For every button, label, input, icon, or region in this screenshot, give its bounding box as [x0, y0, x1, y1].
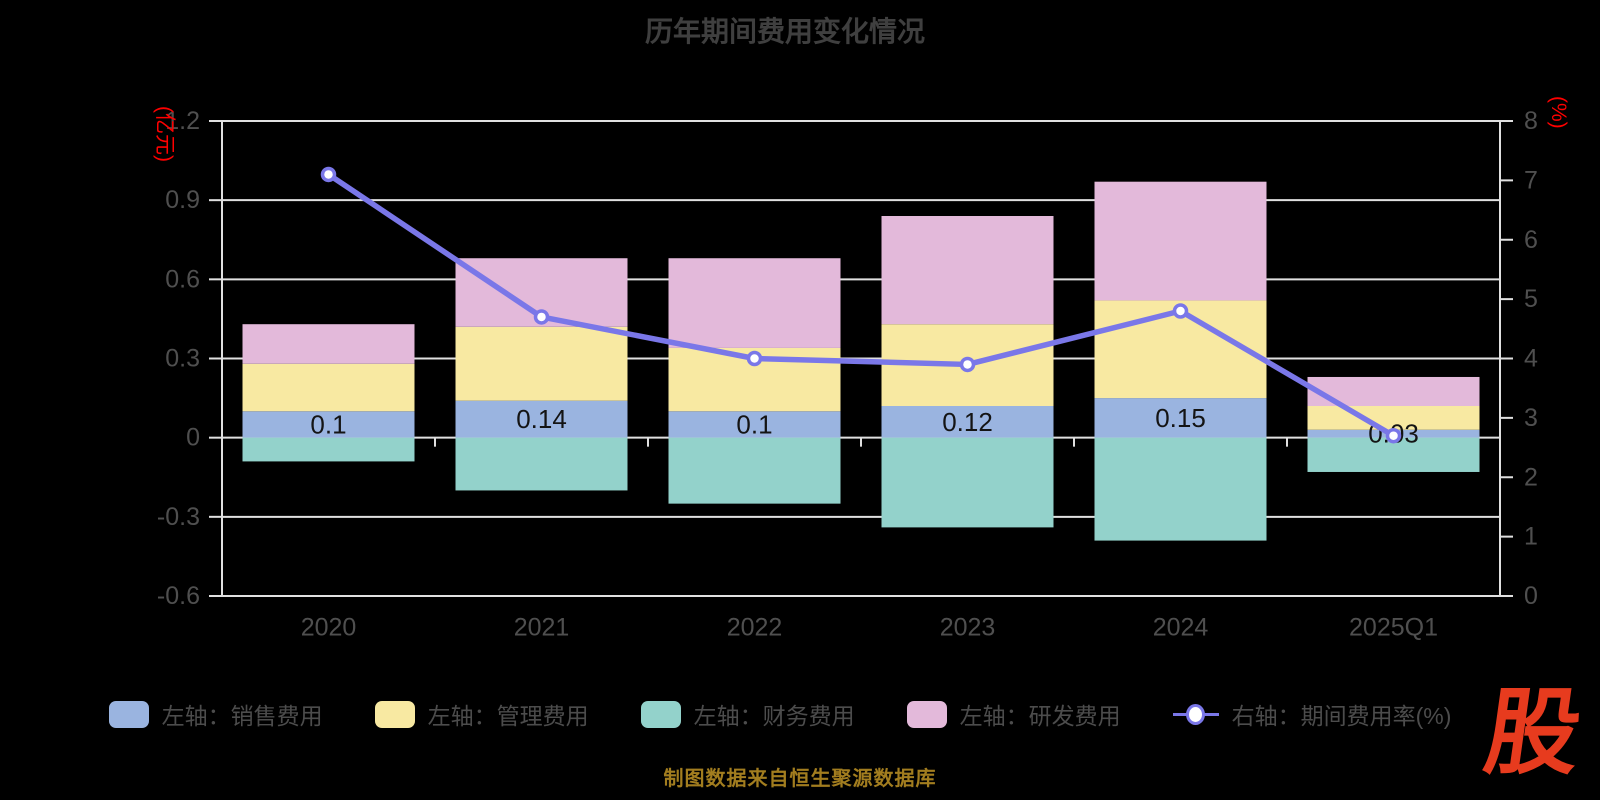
- left-axis-tick-label: 0.9: [165, 186, 200, 214]
- legend-label: 左轴：财务费用: [693, 703, 855, 729]
- finance-expense-swatch-icon: [640, 700, 681, 728]
- bar-value-label: 0.1: [310, 409, 346, 439]
- legend-item-finance-expense[interactable]: 左轴：财务费用: [640, 697, 855, 731]
- right-axis-tick-label: 5: [1524, 285, 1538, 313]
- left-axis-tick-label: -0.3: [157, 503, 200, 531]
- bar-segment[interactable]: [242, 324, 415, 364]
- bar-segment[interactable]: [1094, 398, 1267, 438]
- legend-label: 左轴：管理费用: [427, 703, 589, 729]
- left-axis-tick-label: 0.6: [165, 265, 200, 293]
- bar-segment[interactable]: [668, 437, 841, 504]
- bar-segment[interactable]: [455, 437, 628, 491]
- left-axis-tick-label: 0.3: [165, 345, 200, 373]
- bar-segment[interactable]: [668, 411, 841, 438]
- left-axis-unit-label: (亿元): [153, 106, 176, 162]
- line-point-marker[interactable]: [320, 166, 337, 183]
- right-axis-unit-label: (%): [1547, 96, 1570, 129]
- bar-value-label: 0.1: [736, 409, 772, 439]
- x-axis-label: 2021: [514, 614, 570, 642]
- legend-item-sales-expense[interactable]: 左轴：销售费用: [108, 697, 323, 731]
- data-source-note: 制图数据来自恒生聚源数据库: [663, 768, 937, 790]
- legend-label: 左轴：销售费用: [161, 703, 323, 729]
- bar-value-label: 0.12: [942, 407, 993, 437]
- legend: 左轴：销售费用 左轴：管理费用 左轴：财务费用 左轴：研发费用 右轴：期间费用率…: [0, 697, 1560, 731]
- stock-app-logo: 股: [1478, 680, 1588, 785]
- admin-expense-swatch-icon: [374, 700, 415, 728]
- expense-ratio-line-marker-icon: [1172, 701, 1219, 728]
- bar-segment[interactable]: [881, 406, 1054, 438]
- bar-value-label: 0.14: [516, 404, 567, 434]
- x-axis-label: 2022: [727, 614, 783, 642]
- bar-segment[interactable]: [242, 363, 415, 412]
- bar-segment[interactable]: [242, 437, 415, 462]
- legend-label: 左轴：研发费用: [959, 703, 1121, 729]
- x-axis-label: 2024: [1153, 614, 1209, 642]
- legend-label: 右轴：期间费用率(%): [1231, 703, 1452, 729]
- left-axis-tick-label: -0.6: [157, 582, 200, 610]
- x-axis-label: 2023: [940, 614, 996, 642]
- legend-item-admin-expense[interactable]: 左轴：管理费用: [374, 697, 589, 731]
- bar-segment[interactable]: [242, 411, 415, 438]
- left-axis-tick-label: 1.2: [165, 107, 200, 135]
- x-axis-label: 2020: [301, 614, 357, 642]
- line-point-marker[interactable]: [959, 356, 976, 373]
- bar-segment[interactable]: [1094, 437, 1267, 541]
- right-axis-tick-label: 2: [1524, 463, 1538, 491]
- left-axis-tick-label: 0: [186, 424, 200, 452]
- chart-title: 历年期间费用变化情况: [644, 16, 925, 47]
- line-point-marker[interactable]: [533, 309, 550, 325]
- bar-value-label: 0.15: [1155, 403, 1206, 433]
- rd-expense-swatch-icon: [906, 700, 947, 728]
- right-axis-tick-label: 0: [1524, 582, 1538, 610]
- legend-item-expense-ratio[interactable]: 右轴：期间费用率(%): [1172, 697, 1452, 731]
- bar-segment[interactable]: [455, 326, 628, 401]
- right-axis-tick-label: 8: [1524, 107, 1538, 135]
- expense-ratio-line: [325, 171, 1397, 439]
- line-point-marker[interactable]: [1385, 427, 1402, 444]
- legend-item-rd-expense[interactable]: 左轴：研发费用: [906, 697, 1121, 731]
- bar-segment[interactable]: [881, 437, 1054, 528]
- x-axis-label: 2025Q1: [1349, 614, 1438, 642]
- line-point-marker[interactable]: [746, 350, 763, 367]
- line-point-marker[interactable]: [1172, 303, 1189, 319]
- sales-expense-swatch-icon: [108, 700, 149, 728]
- bar-segment[interactable]: [881, 216, 1054, 325]
- bar-segment[interactable]: [1094, 181, 1267, 301]
- right-axis-tick-label: 7: [1524, 166, 1538, 194]
- right-axis-tick-label: 3: [1524, 404, 1538, 432]
- right-axis-tick-label: 1: [1524, 523, 1538, 551]
- right-axis-tick-label: 6: [1524, 226, 1538, 254]
- bar-segment[interactable]: [455, 400, 628, 438]
- right-axis-tick-label: 4: [1524, 345, 1538, 373]
- bar-segment[interactable]: [668, 258, 841, 348]
